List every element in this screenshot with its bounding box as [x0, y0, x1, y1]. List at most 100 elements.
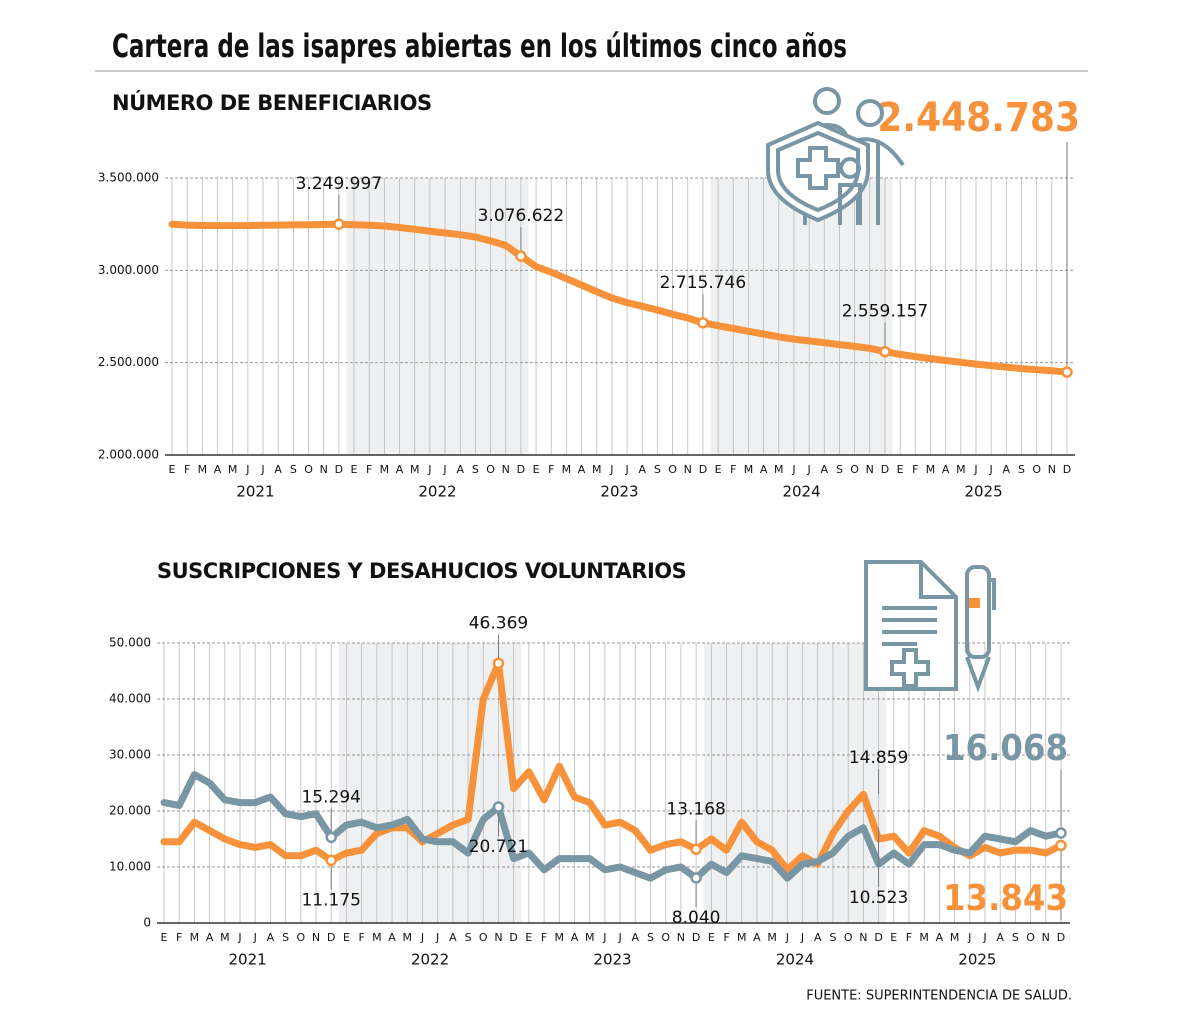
- year-label: 2025: [958, 951, 996, 969]
- icons: [766, 87, 996, 693]
- month-label: J: [800, 931, 804, 944]
- value-label: 2.559.157: [842, 302, 929, 322]
- month-label: J: [989, 463, 993, 476]
- month-label: M: [592, 463, 602, 476]
- month-label: D: [881, 463, 889, 476]
- point-marker: [690, 872, 702, 884]
- month-label: E: [708, 931, 715, 944]
- month-label: J: [237, 931, 241, 944]
- month-label: E: [897, 463, 904, 476]
- point-marker: [697, 317, 709, 329]
- month-label: N: [312, 931, 320, 944]
- point-marker: [879, 345, 891, 358]
- month-label: D: [509, 931, 517, 944]
- y-tick-label: 30.000: [109, 748, 151, 762]
- month-label: F: [912, 463, 918, 476]
- year-label: 2024: [776, 951, 814, 969]
- month-label: N: [684, 463, 692, 476]
- value-label: 20.721: [469, 837, 528, 857]
- month-label: E: [525, 931, 532, 944]
- family-icon: [766, 87, 905, 225]
- value-label: 46.369: [469, 613, 528, 633]
- month-label: A: [814, 931, 822, 944]
- month-label: S: [1012, 931, 1019, 944]
- month-label: D: [874, 931, 882, 944]
- month-label: D: [335, 463, 343, 476]
- point-marker: [1055, 839, 1067, 852]
- month-label: E: [169, 463, 176, 476]
- year-label: 2024: [782, 483, 820, 501]
- month-label: A: [1003, 463, 1011, 476]
- month-label: S: [1018, 463, 1025, 476]
- month-label: A: [760, 463, 768, 476]
- month-label: A: [638, 463, 646, 476]
- y-tick-label: 20.000: [109, 804, 151, 818]
- month-label: M: [737, 931, 747, 944]
- chart-title: SUSCRIPCIONES Y DESAHUCIOS VOLUNTARIOS: [157, 559, 686, 583]
- month-label: J: [253, 931, 257, 944]
- month-label: A: [388, 931, 396, 944]
- month-label: N: [1048, 463, 1056, 476]
- point-marker: [492, 801, 505, 813]
- month-label: A: [996, 931, 1004, 944]
- month-label: S: [465, 931, 472, 944]
- month-label: N: [502, 463, 510, 476]
- point-marker: [1055, 827, 1067, 839]
- month-label: J: [442, 463, 446, 476]
- month-label: F: [541, 931, 547, 944]
- month-label: J: [967, 931, 971, 944]
- value-label: 13.168: [666, 799, 725, 819]
- month-label: O: [850, 463, 859, 476]
- month-label: M: [380, 463, 390, 476]
- point-marker: [690, 843, 702, 856]
- month-label: J: [245, 463, 249, 476]
- month-label: O: [479, 931, 488, 944]
- year-label: 2021: [236, 483, 274, 501]
- month-label: F: [366, 463, 372, 476]
- month-label: D: [699, 463, 707, 476]
- month-label: M: [403, 931, 413, 944]
- month-label: S: [829, 931, 836, 944]
- month-label: J: [427, 463, 431, 476]
- month-label: F: [723, 931, 729, 944]
- month-label: O: [296, 931, 305, 944]
- big-value-label: 16.068: [943, 728, 1068, 769]
- month-label: J: [973, 463, 977, 476]
- year-label: 2021: [229, 951, 267, 969]
- month-label: M: [744, 463, 754, 476]
- month-label: J: [609, 463, 613, 476]
- month-label: N: [677, 931, 685, 944]
- month-label: A: [578, 463, 586, 476]
- month-label: F: [548, 463, 554, 476]
- year-label: 2022: [418, 483, 456, 501]
- series-line: [160, 659, 1065, 874]
- month-label: M: [950, 931, 960, 944]
- point-marker: [333, 218, 345, 230]
- month-label: J: [617, 931, 621, 944]
- month-label: J: [806, 463, 810, 476]
- month-label: J: [435, 931, 439, 944]
- month-label: N: [866, 463, 874, 476]
- month-label: D: [327, 931, 335, 944]
- month-label: A: [571, 931, 579, 944]
- month-label: M: [767, 931, 777, 944]
- y-tick-label: 10.000: [109, 860, 151, 874]
- month-label: F: [184, 463, 190, 476]
- month-label: M: [774, 463, 784, 476]
- annotation: 10.523: [849, 888, 908, 908]
- document-icon: [864, 560, 996, 693]
- month-label: N: [859, 931, 867, 944]
- month-label: A: [936, 931, 944, 944]
- big-value-label: 13.843: [943, 878, 1068, 919]
- series-line: [160, 771, 1065, 882]
- value-label: 3.076.622: [478, 206, 565, 226]
- y-tick-label: 50.000: [109, 636, 151, 650]
- main-title: Cartera de las isapres abiertas en los ú…: [112, 27, 847, 65]
- month-label: A: [214, 463, 222, 476]
- month-label: M: [190, 931, 200, 944]
- month-label: S: [290, 463, 297, 476]
- y-tick-label: 2.500.000: [98, 355, 159, 369]
- y-tick-label: 2.000.000: [98, 448, 159, 462]
- big-value-label: 2.448.783: [877, 95, 1080, 141]
